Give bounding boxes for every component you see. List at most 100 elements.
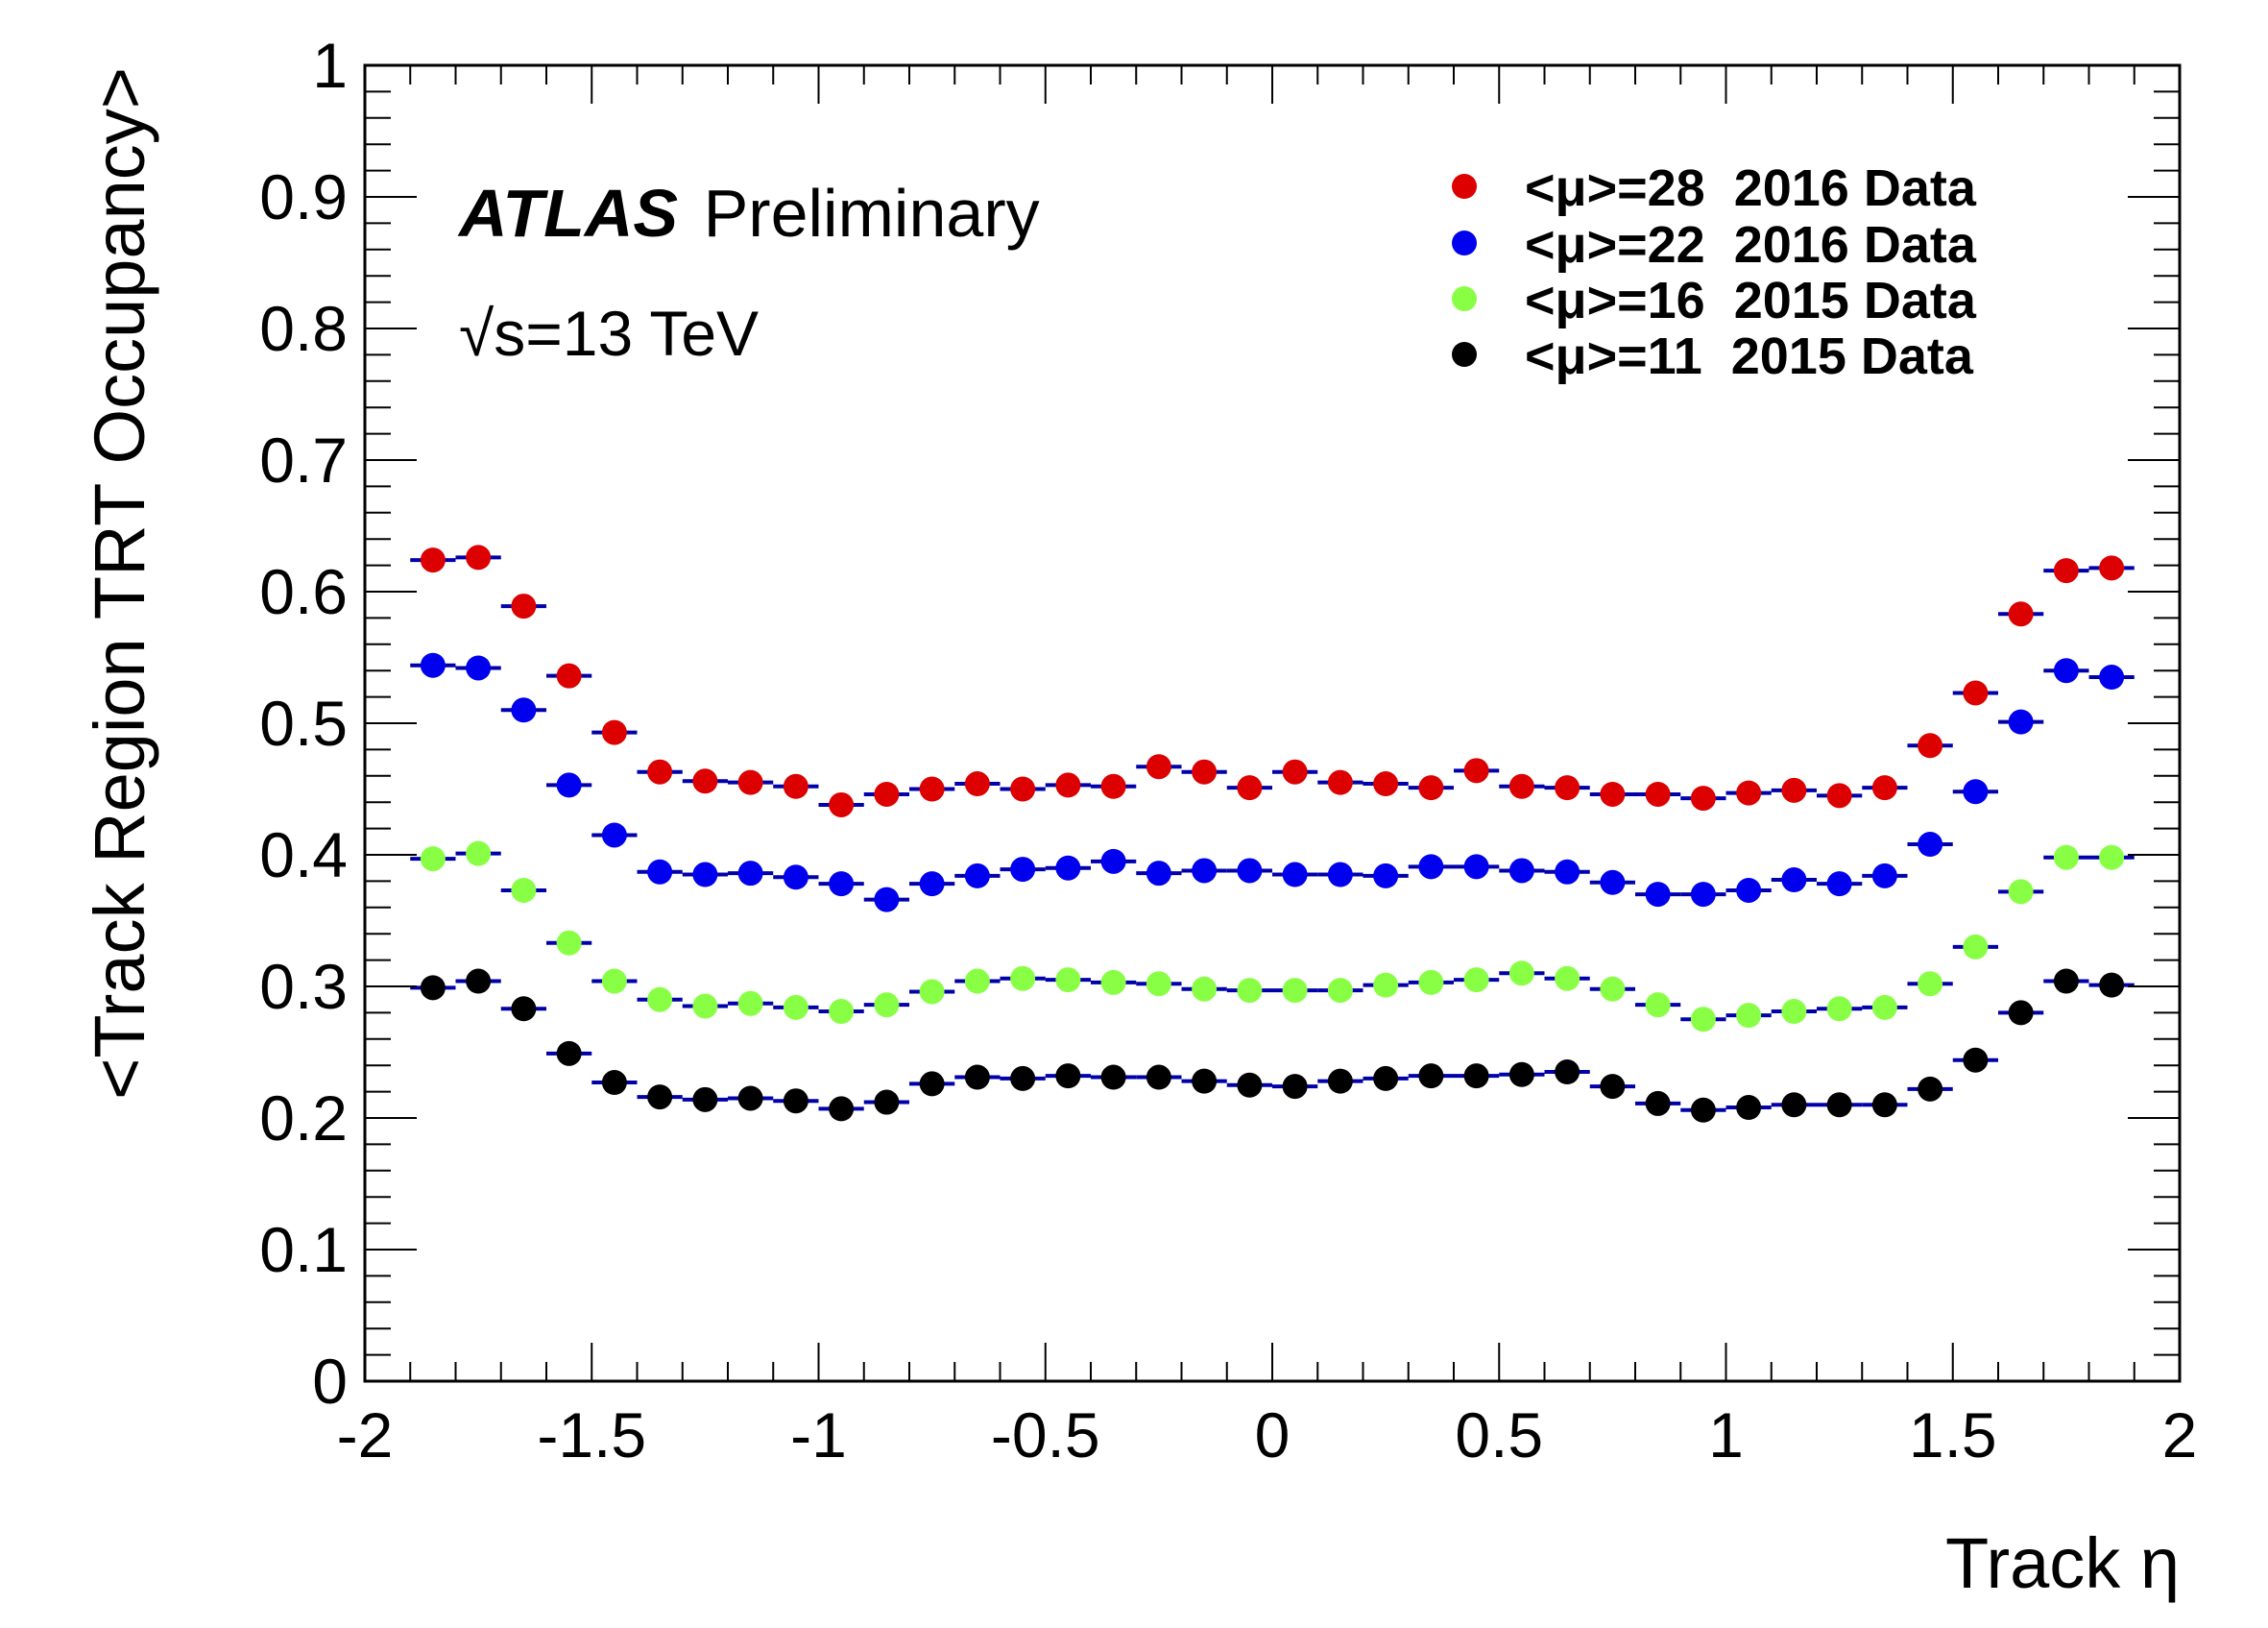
data-point (1463, 967, 1489, 993)
x-tick-label: 2 (2162, 1399, 2198, 1470)
data-point (919, 979, 945, 1005)
data-point (1736, 780, 1762, 806)
data-point (737, 990, 763, 1016)
x-tick-label: 0 (1255, 1399, 1291, 1470)
data-point (1282, 978, 1308, 1004)
data-point (874, 1089, 900, 1115)
data-point (1690, 1097, 1716, 1123)
data-point (964, 1064, 990, 1090)
data-point (1192, 858, 1218, 884)
data-point (1555, 775, 1580, 801)
data-point (556, 930, 582, 956)
y-tick-label: 0.5 (259, 688, 348, 759)
data-point (1826, 871, 1852, 897)
data-point (1645, 992, 1671, 1018)
data-point (1963, 934, 1989, 960)
data-point (647, 759, 673, 785)
axis-ticks (364, 64, 2181, 1382)
data-point (2053, 658, 2079, 684)
data-point (1192, 1068, 1218, 1094)
data-point (1508, 773, 1534, 799)
data-point (2099, 555, 2125, 581)
data-point (874, 887, 900, 912)
data-point (1282, 862, 1308, 887)
series-4 (410, 968, 2135, 1123)
data-point (919, 1071, 945, 1097)
data-point (1146, 971, 1171, 997)
data-point (1237, 1072, 1263, 1098)
y-tick-label: 0.7 (259, 425, 348, 496)
data-point (2053, 844, 2079, 870)
data-point (737, 1085, 763, 1111)
data-point (737, 861, 763, 887)
data-point (1146, 754, 1171, 780)
legend-marker (1452, 286, 1477, 311)
data-point (1871, 994, 1897, 1020)
data-point (1282, 1074, 1308, 1100)
atlas-annotation: ATLAS Preliminary (457, 176, 1040, 251)
data-point (692, 1086, 718, 1112)
data-point (1963, 680, 1989, 706)
data-point (1736, 1003, 1762, 1029)
data-point (1418, 854, 1444, 880)
data-point (466, 840, 492, 866)
data-point (1781, 867, 1807, 893)
data-point (647, 986, 673, 1012)
data-point (829, 999, 855, 1025)
data-point (1055, 967, 1081, 993)
data-point (783, 773, 808, 799)
data-point (1736, 877, 1762, 903)
data-point (783, 1088, 808, 1114)
data-point (601, 719, 627, 745)
data-point (829, 791, 855, 817)
data-point (420, 652, 446, 678)
data-point (1600, 1074, 1626, 1100)
data-point (601, 1070, 627, 1096)
data-marks (410, 545, 2135, 1123)
data-point (1918, 1076, 1943, 1102)
data-point (1781, 777, 1807, 803)
data-point (692, 993, 718, 1019)
x-tick-label: 1.5 (1909, 1399, 1997, 1470)
data-point (1736, 1095, 1762, 1121)
legend-label: <μ>=28 2016 Data (1525, 159, 1977, 217)
data-point (1010, 776, 1036, 802)
x-axis-title: Track η (1945, 1523, 2180, 1603)
data-point (1373, 972, 1399, 998)
data-point (1463, 1063, 1489, 1089)
data-point (2008, 879, 2034, 905)
data-point (1100, 969, 1126, 995)
data-point (556, 663, 582, 689)
atlas-experiment-label: ATLAS (457, 176, 678, 251)
data-point (1508, 1061, 1534, 1087)
data-point (1055, 772, 1081, 798)
data-point (511, 594, 537, 620)
series-2 (410, 652, 2135, 912)
series-3 (410, 840, 2135, 1033)
data-point (1555, 965, 1580, 991)
data-point (1826, 783, 1852, 809)
legend-label: <μ>=22 2016 Data (1525, 216, 1977, 274)
data-point (556, 772, 582, 798)
data-point (420, 846, 446, 872)
data-point (829, 871, 855, 897)
data-point (919, 871, 945, 897)
data-point (1327, 1068, 1353, 1094)
data-point (466, 545, 492, 571)
legend-marker (1452, 342, 1477, 367)
data-point (874, 992, 900, 1018)
data-point (1237, 858, 1263, 884)
data-point (1508, 960, 1534, 986)
data-point (1690, 786, 1716, 812)
data-point (1146, 1064, 1171, 1090)
legend: <μ>=28 2016 Data<μ>=22 2016 Data<μ>=16 2… (1452, 159, 1977, 385)
data-point (1282, 759, 1308, 785)
y-tick-label: 0.3 (259, 951, 348, 1022)
data-point (2008, 1000, 2034, 1026)
data-point (919, 776, 945, 802)
data-point (1826, 996, 1852, 1022)
data-point (1600, 781, 1626, 807)
data-point (1918, 832, 1943, 858)
data-point (1463, 758, 1489, 784)
